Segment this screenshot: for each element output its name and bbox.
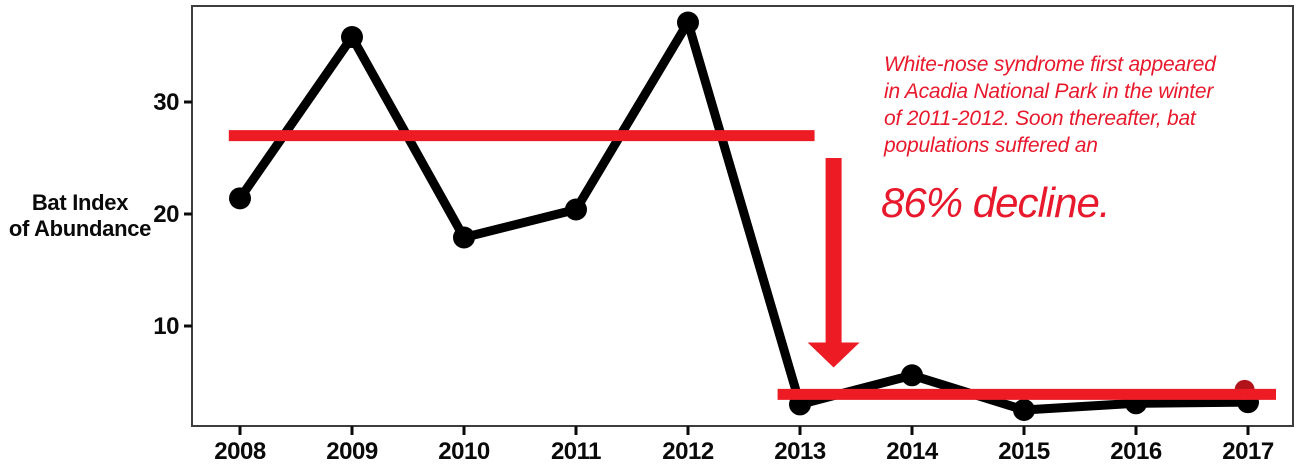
y-axis-label: Bat Index of Abundance [8,190,152,241]
x-tick-label: 2011 [551,438,601,465]
annotation-paragraph: White-nose syndrome first appeared in Ac… [884,53,1216,157]
x-tick-label: 2008 [214,438,266,465]
data-point [565,198,587,221]
y-tick-label: 20 [153,201,179,228]
x-tick-label: 2015 [998,438,1050,465]
y-tick-label: 10 [153,313,179,340]
x-tick-label: 2013 [774,438,826,465]
annotation-decline-highlight: 86% decline. [881,179,1110,226]
data-point [901,364,923,387]
x-tick-label: 2014 [886,438,939,465]
decline-arrow [807,158,860,368]
data-point [453,226,475,249]
x-tick-label: 2010 [438,438,490,465]
data-point [229,187,251,210]
x-tick-label: 2017 [1222,438,1274,465]
plot-border [191,5,1294,427]
x-tick-label: 2016 [1110,438,1162,465]
data-point [1013,399,1035,421]
data-point [677,11,699,34]
x-tick-label: 2012 [662,438,714,465]
data-point [341,26,363,49]
y-tick-label: 30 [153,89,179,116]
x-tick-label: 2009 [326,438,378,465]
